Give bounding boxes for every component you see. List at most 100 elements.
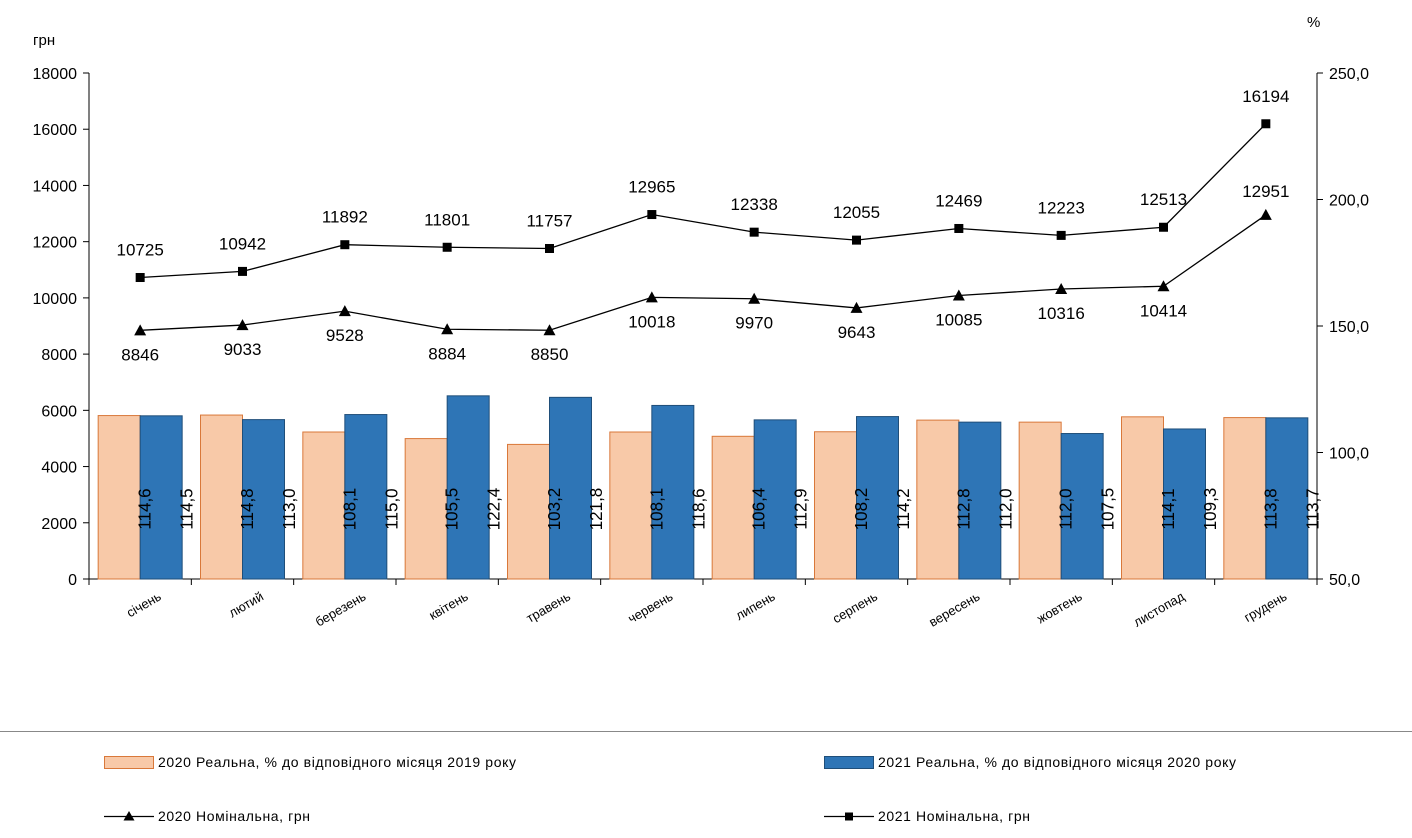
legend-item-2021-real: 2021 Реальна, % до відповідного місяця 2…: [824, 754, 1237, 770]
legend-swatch-2020-real: [104, 755, 154, 769]
value-label-2020-nominal: 9033: [224, 340, 262, 359]
point-2021-nominal: [340, 240, 350, 250]
category-label: березень: [313, 588, 369, 629]
value-label-2020-nominal: 9643: [838, 323, 876, 342]
bar-2020-real-label: 114,1: [1158, 488, 1178, 529]
left-tick-label: 4000: [41, 460, 77, 477]
bar-2021-real: [242, 419, 285, 580]
point-2021-nominal: [1261, 119, 1271, 129]
point-2021-nominal: [954, 223, 964, 233]
legend-swatch-2021-nominal: [824, 812, 874, 820]
bar-2021-real-label: 112,9: [790, 488, 810, 529]
category-label: липень: [733, 588, 778, 623]
bar-2021-real-label: 122,4: [483, 487, 503, 530]
bar-2021-real-label: 121,8: [586, 488, 606, 531]
lines-layer: [134, 119, 1272, 336]
value-label-2021-nominal: 10942: [219, 234, 266, 253]
left-tick-label: 10000: [33, 291, 78, 308]
value-label-2021-nominal: 12338: [731, 195, 778, 214]
category-label: вересень: [926, 588, 982, 629]
bar-2020-real: [1121, 416, 1164, 580]
point-2020-nominal: [952, 289, 965, 301]
legend-item-2021-nominal: 2021 Номінальна, грн: [824, 808, 1031, 824]
value-label-2020-nominal: 10018: [628, 312, 675, 331]
point-2020-nominal: [748, 292, 761, 304]
category-label: листопад: [1131, 588, 1188, 629]
bar-2021-real: [1060, 433, 1104, 580]
left-tick-label: 14000: [33, 178, 78, 195]
legend-item-2020-real: 2020 Реальна, % до відповідного місяця 2…: [104, 754, 517, 770]
value-label-2021-nominal: 12469: [935, 191, 982, 210]
category-label: жовтень: [1034, 588, 1085, 626]
point-2021-nominal: [545, 243, 554, 253]
bar-2021-real-label: 107,5: [1097, 488, 1117, 531]
category-label: червень: [625, 589, 675, 627]
point-2021-nominal: [852, 235, 861, 245]
point-2021-nominal: [647, 210, 657, 220]
value-label-2021-nominal: 11892: [322, 208, 368, 227]
legend-label-2021-nominal: 2021 Номінальна, грн: [878, 808, 1031, 824]
line-2020-nominal: [140, 214, 1267, 331]
bar-2021-real-label: 112,0: [995, 488, 1015, 530]
bar-2021-real: [1265, 417, 1309, 580]
bars-layer: [97, 395, 1309, 580]
bar-2021-real: [651, 404, 695, 580]
category-label: лютий: [226, 589, 266, 621]
legend-swatch-2020-nominal: [104, 810, 154, 820]
legend-label-2020-real: 2020 Реальна, % до відповідного місяця 2…: [158, 754, 517, 770]
point-2020-nominal: [543, 324, 556, 336]
value-label-2020-nominal: 8884: [428, 344, 466, 363]
left-tick-label: 8000: [41, 347, 77, 364]
bar-2020-real: [97, 415, 141, 580]
value-label-2020-nominal: 8850: [531, 345, 569, 364]
point-2020-nominal: [338, 305, 351, 317]
point-2020-nominal: [645, 291, 658, 303]
axes-layer: 0 2000 4000 6000 8000 10000 12000 14000 16000 180…: [33, 14, 1370, 589]
point-2020-nominal: [441, 323, 454, 335]
bar-2020-real: [507, 443, 550, 580]
line-2021-nominal: [140, 123, 1267, 279]
bar-2021-real: [753, 419, 797, 580]
bar-2020-real: [916, 419, 960, 580]
bar-2020-real-label: 103,2: [544, 488, 564, 531]
legend-label-2021-real: 2021 Реальна, % до відповідного місяця 2…: [878, 754, 1237, 770]
bar-2021-real: [446, 395, 490, 580]
point-2021-nominal: [1159, 222, 1168, 232]
bar-2020-real: [1223, 417, 1267, 580]
legend-label-2020-nominal: 2020 Номінальна, грн: [158, 808, 311, 824]
bar-2021-real: [856, 416, 899, 580]
bar-2020-real-label: 108,1: [646, 488, 666, 531]
bar-2020-real: [609, 431, 653, 580]
value-label-2020-nominal: 9970: [735, 314, 773, 333]
bar-2020-real-label: 108,1: [339, 488, 359, 531]
bar-2021-real: [1163, 428, 1206, 580]
right-axis-unit: %: [1307, 14, 1320, 31]
value-label-2020-nominal: 10316: [1038, 304, 1085, 323]
value-label-2020-nominal: 8846: [121, 345, 159, 364]
right-tick-label: 250,0: [1329, 66, 1369, 83]
bar-2021-real-label: 113,7: [1302, 488, 1322, 529]
left-tick-label: 16000: [33, 122, 78, 139]
value-label-2021-nominal: 12513: [1140, 190, 1187, 209]
left-tick-label: 18000: [33, 66, 78, 83]
bar-2020-real-label: 114,8: [237, 488, 257, 529]
category-label: січень: [124, 588, 164, 620]
bar-2020-real: [814, 431, 857, 580]
point-2020-nominal: [134, 324, 147, 336]
legend: 2020 Реальна, % до відповідного місяця 2…: [0, 731, 1412, 838]
left-tick-label: 0: [68, 572, 77, 589]
value-label-2021-nominal: 12055: [833, 203, 880, 222]
bar-2020-real-label: 112,8: [953, 488, 973, 529]
left-tick-label: 6000: [41, 403, 77, 420]
right-tick-label: 100,0: [1329, 446, 1369, 463]
bar-2021-real: [549, 396, 592, 580]
bar-2020-real-label: 113,8: [1260, 488, 1280, 529]
left-tick-label: 12000: [33, 235, 78, 252]
bar-2021-real-label: 114,2: [893, 488, 913, 529]
value-label-2021-nominal: 10725: [117, 241, 164, 260]
bar-2020-real-label: 106,4: [748, 487, 768, 530]
point-2020-nominal: [236, 319, 249, 331]
category-label: травень: [524, 588, 574, 625]
left-tick-label: 2000: [41, 516, 77, 533]
value-label-2020-nominal: 10414: [1140, 301, 1187, 320]
